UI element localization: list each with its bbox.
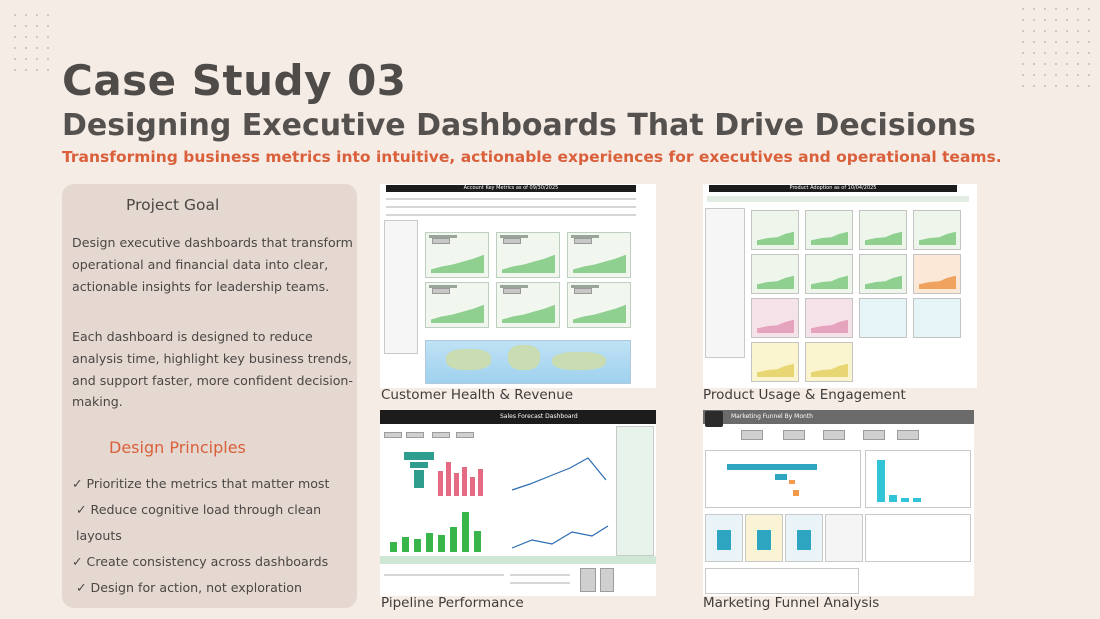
dashboard-caption: Product Usage & Engagement [703, 387, 906, 403]
design-principles-heading: Design Principles [109, 438, 246, 457]
dot-pattern-top-left [14, 14, 54, 84]
dashboard-caption: Pipeline Performance [381, 595, 524, 611]
project-goal-card: Project Goal Design executive dashboards… [62, 184, 357, 608]
principle-item: ✓ Design for action, not exploration [76, 580, 302, 595]
dashboard-thumbnail-product-usage: Product Adoption as of 10/04/2025 [703, 184, 977, 388]
principle-item: ✓ Create consistency across dashboards [72, 554, 329, 569]
dashboard-caption: Marketing Funnel Analysis [703, 595, 880, 611]
dashboard-thumbnail-marketing-funnel: Marketing Funnel By Month [703, 410, 974, 596]
project-goal-paragraph: Design executive dashboards that transfo… [72, 235, 353, 294]
dashboard-thumbnail-customer-health: Account Key Metrics as of 09/30/2025 [380, 184, 656, 388]
project-goal-heading: Project Goal [126, 196, 220, 214]
dashboard-thumbnail-title: Product Adoption as of 10/04/2025 [709, 185, 957, 192]
page-tagline: Transforming business metrics into intui… [62, 148, 1002, 166]
principle-item: ✓ Prioritize the metrics that matter mos… [72, 476, 330, 491]
dashboard-thumbnail-title: Sales Forecast Dashboard [500, 413, 578, 420]
dashboard-thumbnail-title: Account Key Metrics as of 09/30/2025 [386, 185, 636, 192]
page-subtitle: Designing Executive Dashboards That Driv… [62, 108, 976, 143]
dashboard-caption: Customer Health & Revenue [381, 387, 574, 403]
dashboard-thumbnail-title: Marketing Funnel By Month [731, 413, 813, 420]
dashboard-thumbnail-pipeline: Sales Forecast Dashboard [380, 410, 656, 596]
page-title: Case Study 03 [62, 56, 407, 105]
dot-pattern-top-right [1022, 8, 1098, 98]
project-goal-detail-paragraph: Each dashboard is designed to reduce ana… [72, 329, 353, 410]
principle-item: ✓ Reduce cognitive load through clean la… [76, 502, 322, 543]
